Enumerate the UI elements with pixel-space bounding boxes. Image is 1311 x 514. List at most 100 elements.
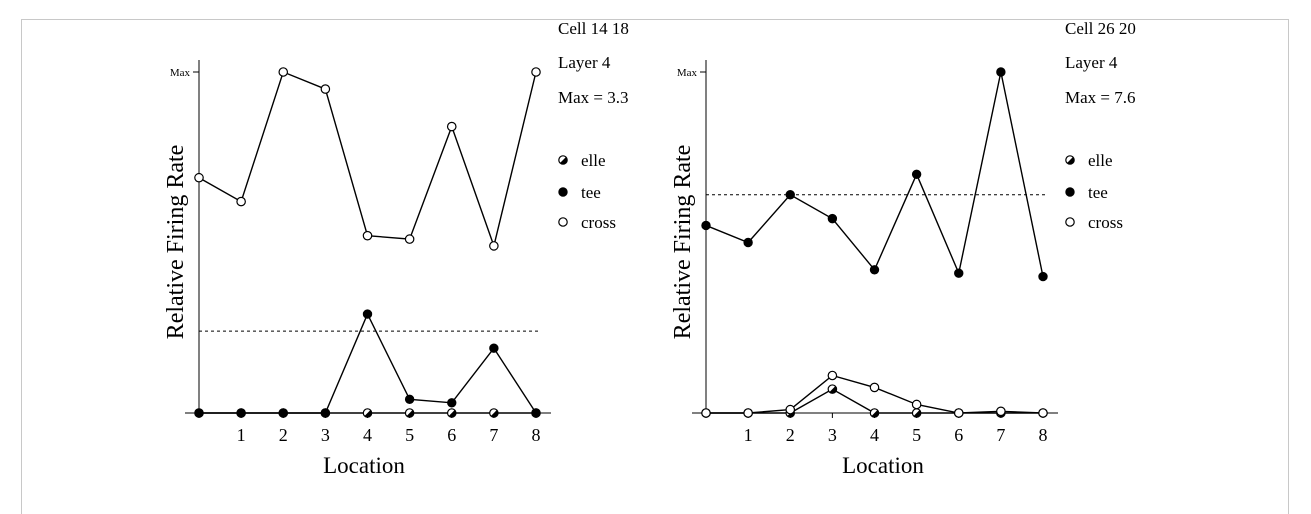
marker-dot — [362, 309, 373, 319]
point-elle-6 — [446, 408, 457, 418]
point-elle-5 — [911, 408, 922, 418]
legend-item-cross: cross — [1065, 213, 1123, 232]
point-tee-3 — [827, 213, 838, 224]
point-tee-8 — [531, 408, 541, 418]
marker-half — [406, 410, 414, 418]
point-elle-3 — [827, 384, 838, 394]
x-tick-label: 6 — [954, 425, 963, 445]
y-max-label: Max — [170, 67, 191, 79]
series-markers-cross — [701, 370, 1048, 418]
point-cross-1 — [236, 196, 246, 207]
marker-ring — [743, 408, 753, 418]
marker-half — [560, 157, 568, 165]
marker-dot — [558, 187, 568, 197]
marker-dot — [1065, 187, 1075, 197]
point-tee-8 — [1038, 271, 1048, 282]
x-tick-label: 7 — [996, 425, 1005, 445]
series-cross — [706, 374, 1044, 414]
legend-label: elle — [581, 151, 606, 170]
info-line-1: Cell 14 18 — [558, 19, 629, 38]
legend-marker-cross — [558, 217, 568, 227]
legend-item-tee: tee — [558, 183, 601, 202]
point-tee-2 — [785, 190, 795, 200]
series-markers-tee — [194, 309, 541, 418]
marker-dot — [911, 169, 922, 180]
marker-dot — [236, 408, 246, 418]
point-tee-6 — [954, 268, 964, 278]
x-tick-label: 2 — [279, 425, 288, 445]
point-cross-6 — [446, 121, 457, 132]
legend-label: cross — [1088, 213, 1123, 232]
info-line-3: Max = 7.6 — [1065, 88, 1136, 107]
chart-panel-1: Max 1 2 3 4 5 6 7 8 Location Relative Firing Rate C… — [163, 19, 629, 478]
info-line-1: Cell 26 20 — [1065, 19, 1136, 38]
point-tee-7 — [996, 67, 1006, 77]
x-axis-title: Location — [323, 453, 405, 478]
marker-ring — [236, 196, 246, 207]
point-cross-1 — [743, 408, 753, 418]
x-axis-title: Location — [842, 453, 924, 478]
marker-half — [364, 410, 372, 418]
info-line-2: Layer 4 — [558, 53, 611, 72]
marker-half — [1067, 157, 1075, 165]
x-tick-label: 7 — [489, 425, 498, 445]
point-tee-2 — [278, 408, 288, 418]
point-tee-0 — [194, 408, 204, 418]
figure-frame — [21, 19, 1289, 514]
point-cross-0 — [701, 408, 711, 418]
series-tee — [199, 312, 537, 414]
series-markers-cross — [194, 67, 541, 251]
marker-ring — [558, 217, 568, 227]
marker-dot — [1038, 271, 1048, 282]
point-cross-5 — [911, 399, 922, 410]
point-cross-7 — [996, 406, 1006, 417]
marker-ring — [953, 408, 964, 418]
x-tick-label: 6 — [447, 425, 456, 445]
marker-ring — [446, 121, 457, 132]
point-tee-7 — [489, 343, 499, 353]
marker-dot — [827, 213, 838, 224]
marker-dot — [531, 408, 541, 418]
point-tee-6 — [447, 398, 457, 408]
series-tee — [705, 71, 1044, 277]
marker-ring — [701, 408, 711, 418]
y-axis-title: Relative Firing Rate — [163, 145, 189, 340]
marker-ring — [869, 382, 880, 393]
point-cross-4 — [869, 382, 880, 393]
legend-item-elle: elle — [1065, 151, 1113, 170]
marker-dot — [404, 394, 415, 405]
series-markers-tee — [701, 67, 1048, 282]
point-cross-6 — [953, 408, 964, 418]
point-tee-0 — [701, 220, 711, 231]
point-cross-0 — [194, 172, 204, 183]
point-tee-1 — [743, 237, 753, 248]
marker-dot — [278, 408, 288, 418]
info-line-2: Layer 4 — [1065, 53, 1118, 72]
legend-item-cross: cross — [558, 213, 616, 232]
marker-ring — [996, 406, 1006, 417]
point-tee-5 — [404, 394, 415, 405]
x-tick-label: 4 — [870, 425, 879, 445]
marker-ring — [911, 399, 922, 410]
x-tick-label: 5 — [912, 425, 921, 445]
x-tick-label: 3 — [321, 425, 330, 445]
point-cross-4 — [362, 230, 373, 241]
legend-marker-tee — [558, 187, 568, 197]
marker-ring — [489, 241, 499, 251]
point-cross-8 — [531, 67, 541, 77]
point-cross-5 — [404, 234, 415, 244]
chart-panel-2: Max 1 2 3 4 5 6 7 8 Location Relative Firing Rate C… — [670, 19, 1136, 478]
y-max-label: Max — [677, 67, 698, 79]
marker-ring — [785, 404, 796, 415]
point-cross-8 — [1038, 408, 1048, 418]
legend-label: elle — [1088, 151, 1113, 170]
marker-dot — [785, 190, 795, 200]
legend-item-elle: elle — [558, 151, 606, 170]
marker-ring — [278, 67, 289, 77]
marker-dot — [954, 268, 964, 278]
marker-dot — [869, 265, 880, 275]
marker-ring — [194, 172, 204, 183]
marker-dot — [447, 398, 457, 408]
point-elle-4 — [869, 408, 880, 418]
